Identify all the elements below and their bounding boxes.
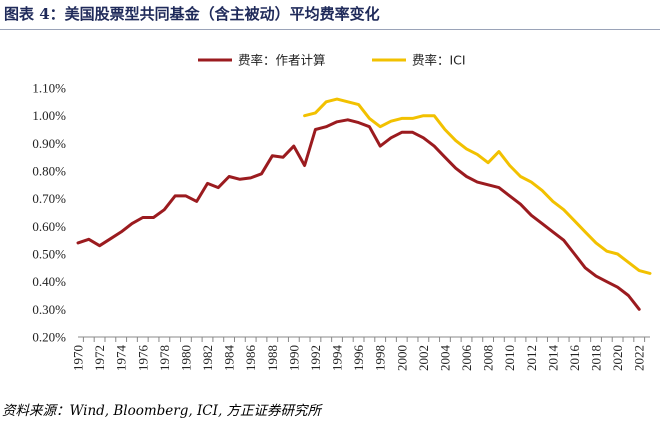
y-tick-label: 0.80% (32, 164, 66, 179)
x-tick-label: 1990 (286, 345, 301, 371)
y-tick-label: 0.70% (32, 191, 66, 206)
x-tick-label: 2020 (610, 345, 625, 371)
x-tick-label: 2014 (545, 345, 560, 372)
x-tick-label: 2004 (437, 345, 452, 372)
x-tick-label: 2008 (481, 345, 496, 371)
x-tick-label: 2016 (567, 345, 582, 372)
x-tick-label: 1980 (178, 345, 193, 371)
x-tick-label: 2000 (394, 345, 409, 371)
series-line-2 (303, 97, 652, 275)
x-tick-label: 1970 (71, 345, 86, 371)
source-note: 资料来源：Wind, Bloomberg, ICI, 方正证券研究所 (2, 403, 322, 419)
x-axis: 1970 1972 1974 1976 1978 1980 1982 1984 1986 1988… (71, 336, 650, 372)
x-tick-label: 1978 (157, 345, 172, 371)
title-divider (0, 29, 660, 30)
legend: 费率：作者计算 费率：ICI (198, 53, 466, 68)
legend-label-1: 费率：作者计算 (238, 53, 326, 68)
y-axis: 0.20% 0.30% 0.40% 0.50% 0.60% 0.70% 0.80% 0.90%… (32, 81, 66, 345)
series-line-1 (76, 118, 641, 311)
x-tick-label: 1974 (114, 345, 129, 372)
x-tick-label: 2010 (502, 345, 517, 371)
x-tick-label: 1984 (222, 345, 237, 372)
y-tick-label: 1.00% (32, 108, 66, 123)
y-tick-label: 1.10% (32, 81, 66, 96)
x-tick-label: 1996 (351, 345, 366, 372)
y-tick-label: 0.40% (32, 274, 66, 289)
x-tick-label: 1994 (330, 345, 345, 372)
x-tick-label: 1986 (243, 345, 258, 372)
y-tick-label: 0.30% (32, 302, 66, 317)
x-tick-label: 1992 (308, 345, 323, 371)
legend-label-2: 费率：ICI (412, 53, 466, 68)
x-tick-label: 1998 (373, 345, 388, 371)
y-tick-label: 0.60% (32, 219, 66, 234)
x-tick-label: 2018 (589, 345, 604, 371)
y-tick-label: 0.90% (32, 136, 66, 151)
x-tick-label: 2006 (459, 345, 474, 372)
y-tick-label: 0.50% (32, 247, 66, 262)
x-tick-label: 1982 (200, 345, 215, 371)
plot-area (76, 97, 652, 311)
y-tick-label: 0.20% (32, 330, 66, 345)
x-tick-label: 2002 (416, 345, 431, 371)
line-chart: 费率：作者计算 费率：ICI 0.20%0.30%0.40%0.50%0.60%0… (32, 53, 652, 372)
figure-title: 图表 4：美国股票型共同基金（含主被动）平均费率变化 (4, 5, 380, 23)
x-tick-label: 1976 (135, 345, 150, 372)
x-tick-label: 1972 (92, 345, 107, 371)
x-tick-label: 2022 (632, 345, 647, 371)
x-tick-label: 2012 (524, 345, 539, 371)
x-tick-label: 1988 (265, 345, 280, 371)
